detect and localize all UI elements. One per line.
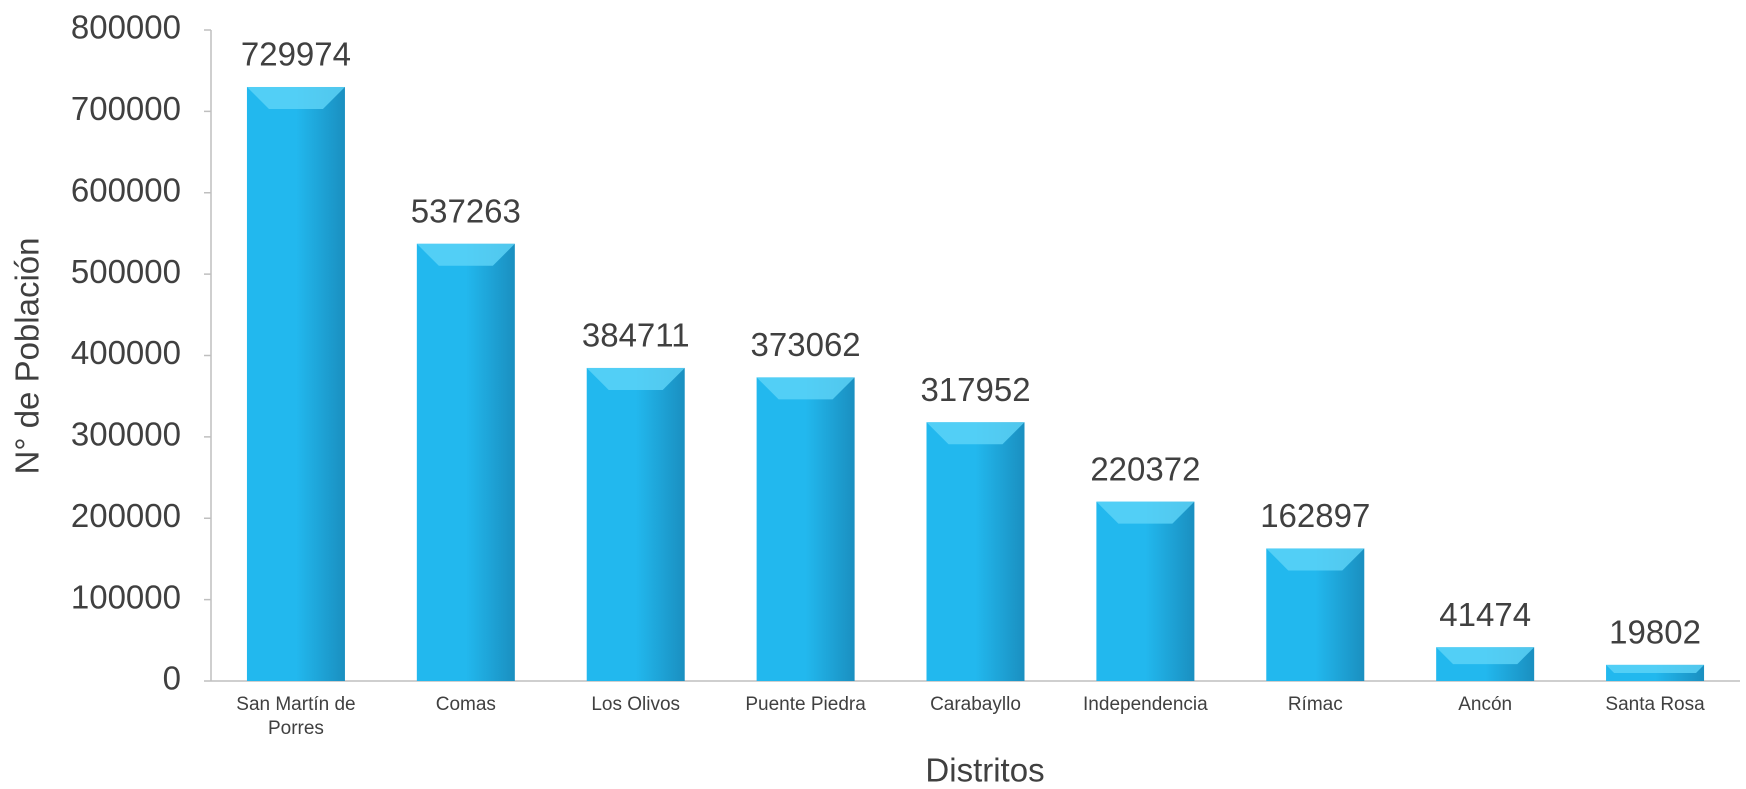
bar-bevel	[1096, 501, 1195, 524]
bar	[416, 243, 515, 681]
y-tick-label: 0	[163, 660, 181, 697]
x-axis-title: Distritos	[925, 752, 1044, 789]
bar	[586, 367, 685, 681]
y-axis-title: N° de Población	[9, 237, 46, 474]
value-label: 220372	[1090, 450, 1200, 487]
value-label: 41474	[1439, 596, 1531, 633]
x-tick-label: Los Olivos	[591, 694, 681, 715]
bar	[246, 86, 345, 682]
y-tick-label: 100000	[71, 578, 181, 615]
bar	[926, 422, 1025, 681]
bar-bevel	[1606, 664, 1705, 673]
y-tick-label: 400000	[71, 334, 181, 371]
bar-bevel	[246, 86, 345, 109]
bar-bevel	[1436, 647, 1535, 665]
x-tick-label: Rímac	[1287, 694, 1343, 715]
value-label: 317952	[920, 371, 1030, 408]
y-tick-label: 600000	[71, 171, 181, 208]
y-tick-label: 200000	[71, 497, 181, 534]
x-tick-label: Carabayllo	[930, 694, 1021, 715]
y-tick-label: 800000	[71, 9, 181, 46]
bar	[1266, 548, 1365, 681]
bar-bevel	[586, 367, 685, 390]
value-label: 162897	[1260, 497, 1370, 534]
x-tick-label: Independencia	[1083, 694, 1208, 715]
value-label: 537263	[411, 193, 521, 230]
bar-bevel	[416, 243, 515, 266]
value-label: 384711	[582, 317, 690, 354]
y-tick-label: 300000	[71, 416, 181, 453]
x-tick-label: Comas	[435, 694, 496, 715]
x-tick-label: Santa Rosa	[1605, 694, 1705, 715]
y-tick-label: 500000	[71, 253, 181, 290]
bar-bevel	[1266, 548, 1365, 571]
value-label: 729974	[241, 36, 351, 73]
bar-bevel	[926, 422, 1025, 445]
x-tick-label: San Martín de Porres	[236, 694, 356, 739]
bar	[1096, 501, 1195, 681]
bar	[756, 377, 855, 681]
x-tick-label: Ancón	[1458, 694, 1513, 715]
y-tick-label: 700000	[71, 90, 181, 127]
bar-bevel	[756, 377, 855, 400]
x-tick-label: Puente Piedra	[745, 694, 866, 715]
value-label: 19802	[1609, 614, 1701, 651]
value-label: 373062	[751, 326, 861, 363]
